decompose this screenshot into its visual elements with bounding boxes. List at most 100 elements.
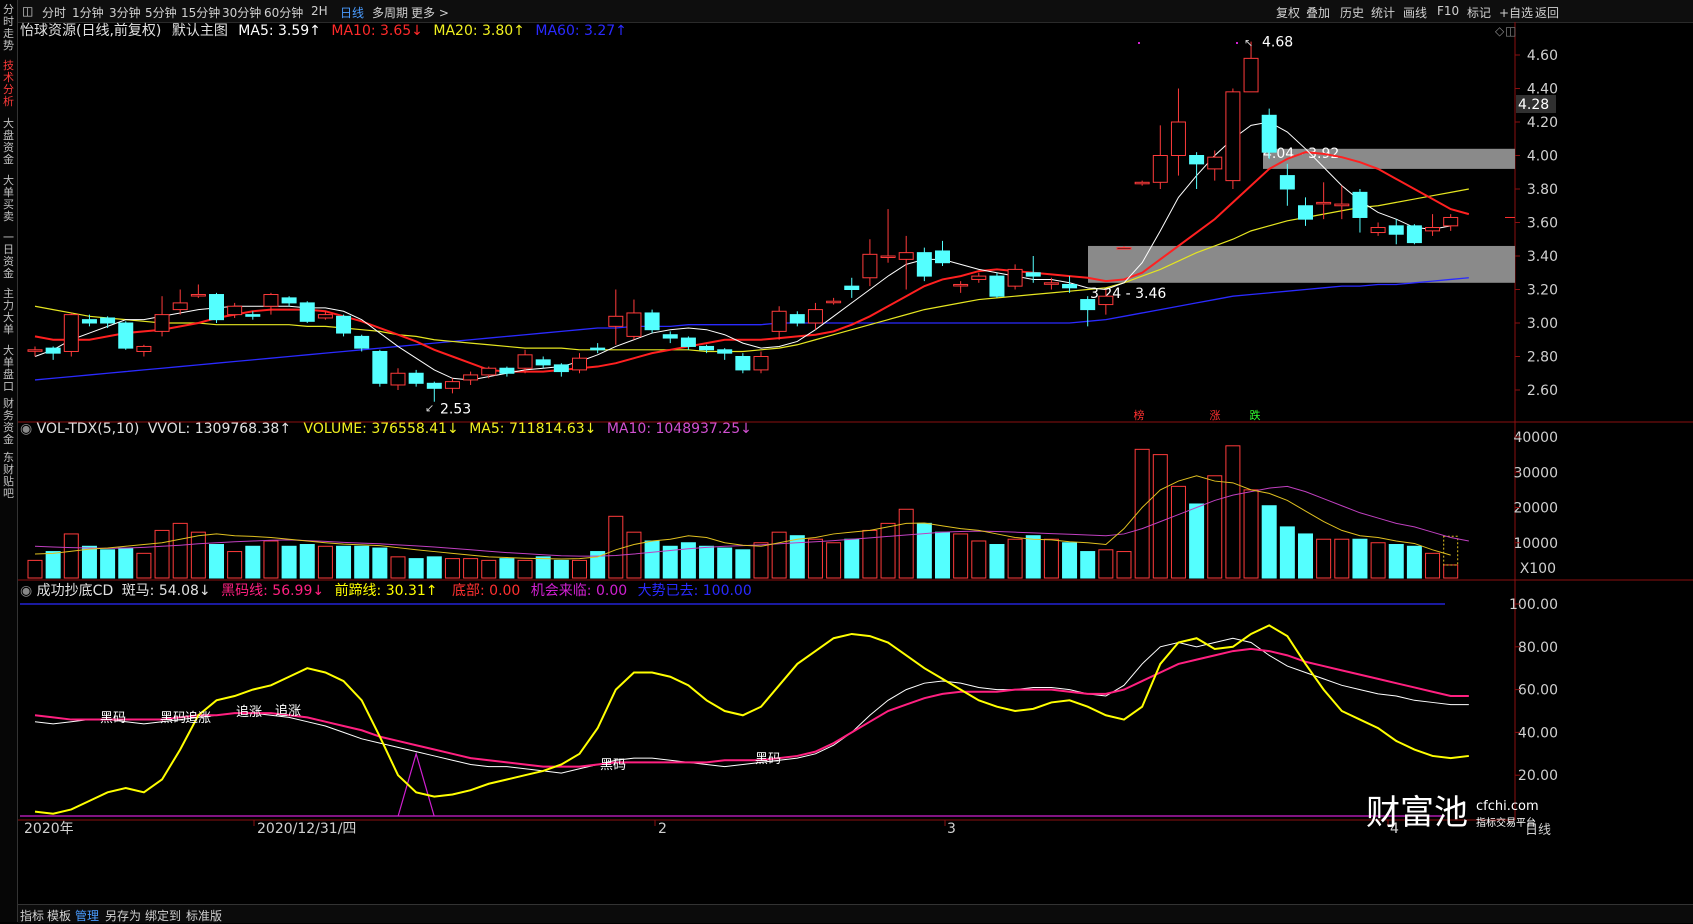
volume-bar-58 [1080, 551, 1096, 579]
left-tab-8[interactable]: 东财贴吧 [3, 451, 14, 500]
indicator-legend: ◉ 成功抄底CD 斑马: 54.08↓ 黑码线: 56.99↓ 前蹄线: 30.… [20, 580, 752, 600]
candle-77 [1425, 227, 1441, 232]
toolbar-right-7[interactable]: +自选 [1499, 6, 1534, 20]
candle-19 [372, 350, 388, 384]
period-9[interactable]: 多周期 [372, 6, 409, 20]
volume-bar-67 [1243, 489, 1259, 579]
candle-52 [971, 275, 987, 280]
candle-43 [807, 309, 823, 324]
period-label: 日线 [1525, 823, 1551, 838]
volume-bar-68 [1261, 505, 1277, 579]
left-tab-7[interactable]: 财务资金 [3, 397, 14, 446]
chance-spike [397, 751, 435, 817]
volume-bar-16 [317, 545, 333, 579]
layout-icon[interactable]: ◫ [22, 4, 34, 18]
volume-bar-19 [372, 547, 388, 579]
period-2[interactable]: 3分钟 [109, 6, 141, 20]
period-5[interactable]: 30分钟 [222, 6, 262, 20]
volume-bar-42 [789, 535, 805, 579]
volume-bar-77 [1425, 552, 1441, 579]
bottom-item-4[interactable]: 绑定到 [145, 909, 182, 923]
volume-bar-1 [45, 551, 61, 579]
period-3[interactable]: 5分钟 [145, 6, 177, 20]
toolbar-right-5[interactable]: F10 [1437, 4, 1460, 18]
signal-dot [1138, 42, 1140, 44]
template-select[interactable]: 默认主图 [171, 23, 228, 39]
main-y-tick-9: 2.80 [1527, 350, 1558, 366]
candle-61 [1134, 181, 1150, 185]
period-7[interactable]: 2H [311, 4, 328, 18]
candle-56 [1043, 282, 1059, 285]
bottom-item-1[interactable]: 模板 [47, 909, 72, 923]
candle-31 [590, 347, 606, 351]
volume-bar-2 [63, 533, 79, 579]
candle-70 [1298, 205, 1313, 220]
toolbar-right-8[interactable]: 返回 [1535, 6, 1560, 20]
ind-y-tick-1: 80.00 [1518, 640, 1558, 656]
x-label-0: 2020年 [24, 821, 74, 837]
period-1[interactable]: 1分钟 [72, 6, 104, 20]
period-6[interactable]: 60分钟 [264, 6, 304, 20]
period-8[interactable]: 日线 [340, 6, 365, 20]
candle-15 [299, 302, 315, 322]
main-y-tick-1: 4.40 [1527, 82, 1558, 98]
period-10[interactable]: 更多 > [411, 6, 449, 20]
toolbar-right-4[interactable]: 画线 [1403, 6, 1428, 20]
collapse-icon[interactable]: ◉ [20, 583, 33, 599]
indicator-name[interactable]: 成功抄底CD [36, 583, 114, 599]
period-0[interactable]: 分时 [42, 6, 67, 20]
ind-y-tick-3: 40.00 [1518, 725, 1558, 741]
toolbar-right-0[interactable]: 复权 [1276, 6, 1301, 20]
bottom-item-0[interactable]: 指标 [20, 909, 45, 923]
candle-69 [1279, 175, 1295, 190]
volume-bar-30 [572, 559, 587, 579]
ma60-value: MA60: 3.27↑ [535, 23, 627, 39]
watermark-site: cfchi.com [1476, 799, 1539, 814]
left-tab-2[interactable]: 大盘资金 [3, 117, 14, 166]
toolbar-right-3[interactable]: 统计 [1371, 6, 1396, 20]
volume-bar-7 [154, 529, 170, 579]
toolbar-right-2[interactable]: 历史 [1340, 6, 1365, 20]
vol-unit-label: X100 [1520, 561, 1556, 577]
zebra-line [34, 637, 1469, 774]
vol-name[interactable]: VOL-TDX(5,10) [36, 421, 140, 437]
volume-bar-22 [426, 556, 442, 579]
candle-68 [1261, 114, 1277, 153]
volume-bar-70 [1298, 533, 1313, 579]
bottom-item-5[interactable]: 标准版 [186, 909, 223, 923]
volume-bar-40 [753, 542, 769, 579]
volume-bar-51 [953, 533, 969, 579]
toolbar-right-6[interactable]: 标记 [1467, 6, 1492, 20]
candle-6 [136, 345, 152, 352]
volume-bar-27 [517, 559, 533, 579]
stock-chart[interactable]: 4.60 4.40 4.20 4.00 3.80 3.60 3.40 3.20 3.00 2.80… [18, 22, 1693, 904]
left-tab-3[interactable]: 大单买卖 [3, 174, 14, 223]
candle-62 [1152, 155, 1168, 183]
volume-bar-13 [263, 540, 279, 579]
toolbar-right-1[interactable]: 叠加 [1306, 6, 1331, 20]
ind-y-tick-0: 100.00 [1509, 597, 1558, 613]
ma60-line [34, 277, 1469, 381]
volume-bar-43 [807, 538, 823, 579]
bottom-item-2[interactable]: 管理 [75, 909, 100, 923]
vol-ma10-value: MA10: 1048937.25↓ [606, 421, 752, 437]
period-4[interactable]: 15分钟 [181, 6, 221, 20]
candle-66 [1225, 91, 1241, 182]
volume-bar-39 [735, 549, 751, 579]
left-tab-1[interactable]: 技术分析 [3, 59, 14, 108]
bottom-item-3[interactable]: 另存为 [105, 909, 142, 923]
left-sidebar: 分时走势技术分析大盘资金大单买卖一日资金主力大单大单盘口财务资金东财贴吧 [0, 0, 18, 922]
last-price-box [1516, 95, 1556, 113]
x-label-2: 2 [658, 821, 667, 837]
candle-76 [1406, 225, 1422, 244]
candle-11 [227, 305, 243, 316]
stock-title[interactable]: 怡球资源(日线,前复权) [20, 23, 162, 39]
collapse-icon[interactable]: ◉ [20, 421, 33, 437]
left-tab-6[interactable]: 大单盘口 [3, 344, 14, 393]
left-tab-5[interactable]: 主力大单 [3, 287, 14, 336]
left-tab-0[interactable]: 分时走势 [3, 3, 14, 52]
candle-32 [608, 315, 624, 327]
candle-33 [626, 312, 642, 337]
candle-53 [989, 275, 1005, 297]
left-tab-4[interactable]: 一日资金 [3, 231, 14, 280]
